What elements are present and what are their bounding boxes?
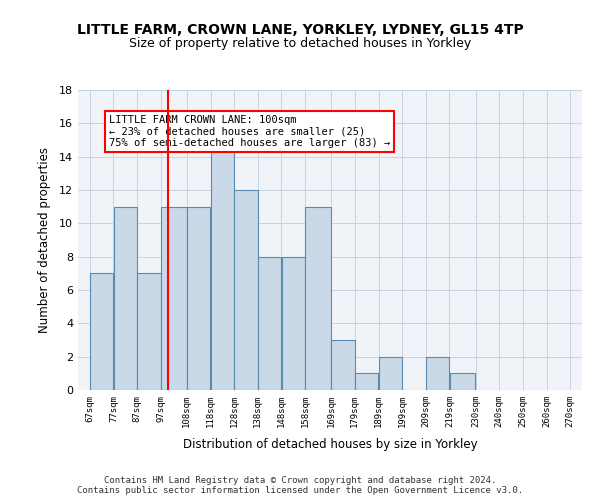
Bar xyxy=(258,256,281,390)
Bar xyxy=(305,206,331,390)
Bar xyxy=(90,274,113,390)
Bar xyxy=(161,206,187,390)
Bar xyxy=(211,140,234,390)
Text: Size of property relative to detached houses in Yorkley: Size of property relative to detached ho… xyxy=(129,38,471,51)
Text: LITTLE FARM, CROWN LANE, YORKLEY, LYDNEY, GL15 4TP: LITTLE FARM, CROWN LANE, YORKLEY, LYDNEY… xyxy=(77,22,523,36)
Bar xyxy=(235,190,257,390)
Bar xyxy=(379,356,402,390)
Bar xyxy=(187,206,210,390)
Bar xyxy=(114,206,137,390)
Bar xyxy=(137,274,161,390)
Text: LITTLE FARM CROWN LANE: 100sqm
← 23% of detached houses are smaller (25)
75% of : LITTLE FARM CROWN LANE: 100sqm ← 23% of … xyxy=(109,115,390,148)
Bar xyxy=(355,374,378,390)
Bar xyxy=(450,374,475,390)
Bar xyxy=(331,340,355,390)
Y-axis label: Number of detached properties: Number of detached properties xyxy=(38,147,50,333)
Bar xyxy=(426,356,449,390)
X-axis label: Distribution of detached houses by size in Yorkley: Distribution of detached houses by size … xyxy=(182,438,478,451)
Text: Contains HM Land Registry data © Crown copyright and database right 2024.
Contai: Contains HM Land Registry data © Crown c… xyxy=(77,476,523,495)
Bar xyxy=(282,256,305,390)
